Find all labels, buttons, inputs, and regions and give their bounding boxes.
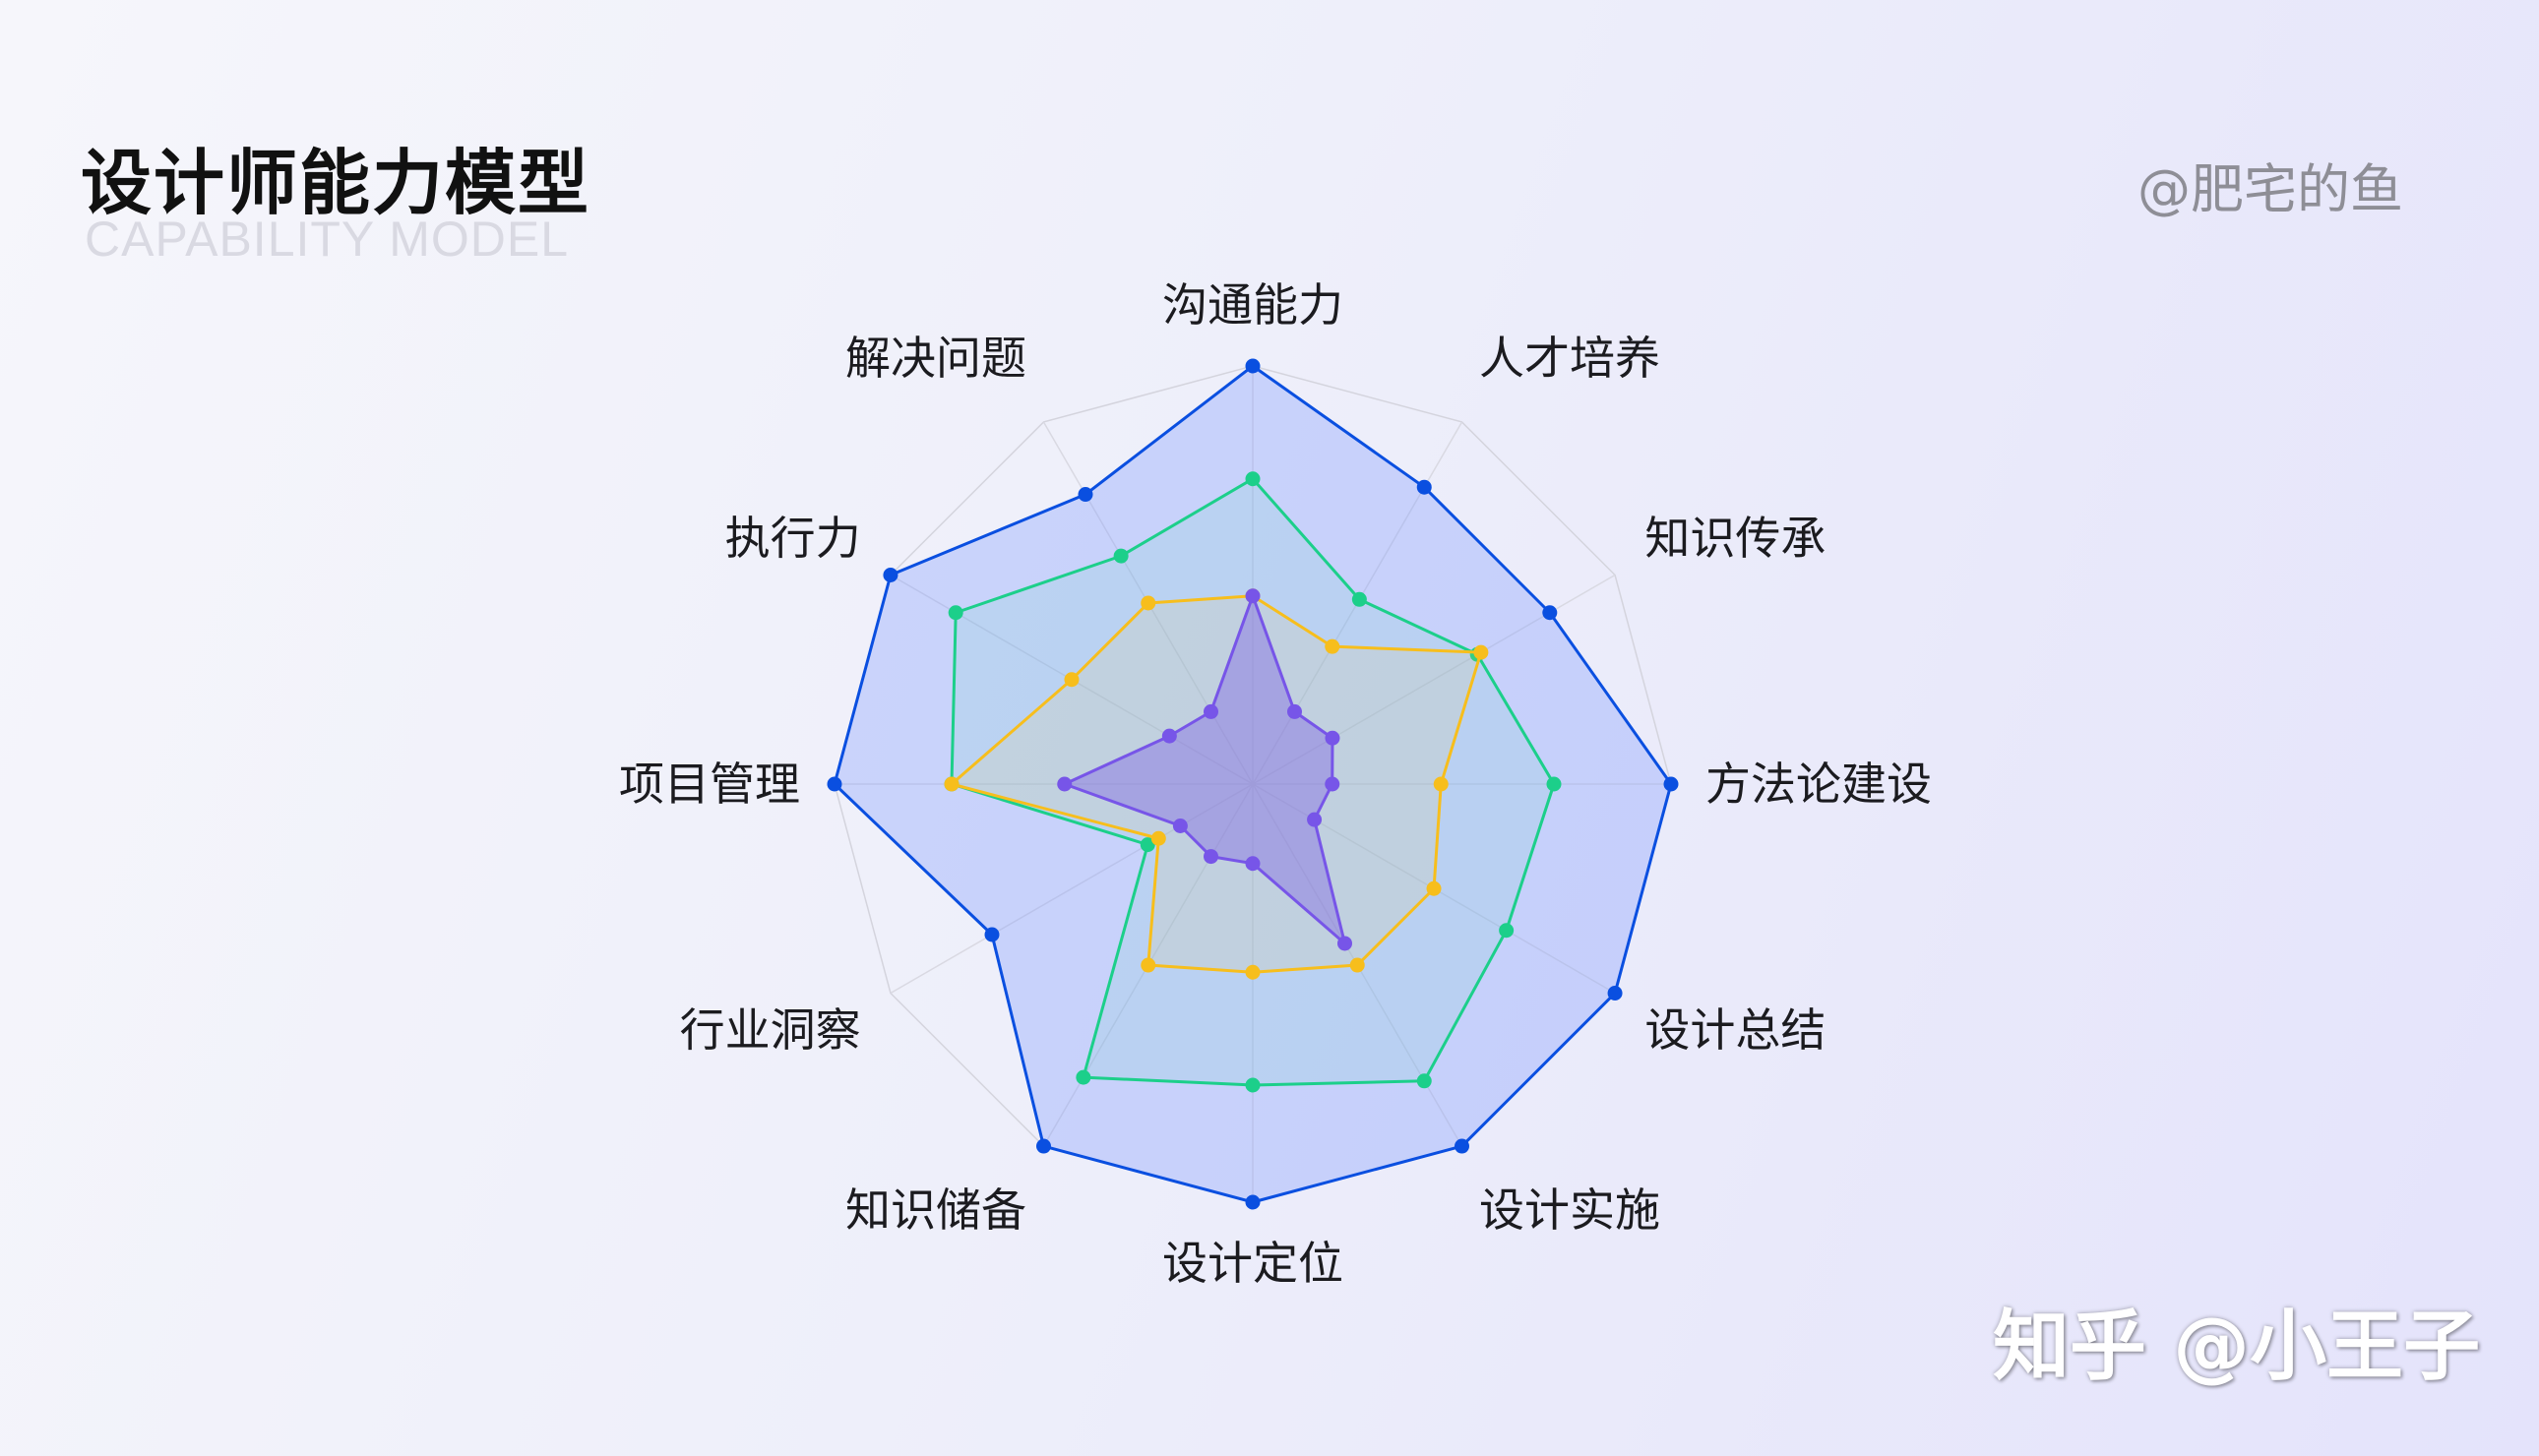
radar-data-point: [1325, 776, 1340, 792]
axis-label: 设计总结: [1644, 1003, 1826, 1057]
radar-data-point: [1325, 730, 1340, 746]
radar-data-point: [1204, 849, 1218, 865]
radar-data-point: [948, 605, 963, 621]
radar-data-point: [1161, 728, 1177, 744]
radar-data-point: [1245, 1194, 1261, 1210]
radar-series: [827, 358, 1679, 1210]
radar-data-point: [1455, 1138, 1469, 1154]
radar-data-point: [1140, 837, 1155, 853]
page-subtitle: CAPABILITY MODEL: [85, 212, 570, 267]
watermark-text: 知乎 @小王子: [1993, 1303, 2481, 1391]
radar-data-point: [1113, 548, 1129, 564]
radar-data-point: [1473, 644, 1489, 660]
author-handle: @肥宅的鱼: [2137, 158, 2403, 220]
radar-data-point: [1325, 638, 1340, 654]
radar-data-point: [1204, 703, 1218, 719]
axis-label: 方法论建设: [1705, 758, 1932, 811]
radar-data-point: [1150, 830, 1166, 846]
radar-data-point: [944, 776, 960, 792]
radar-data-point: [1542, 605, 1558, 621]
radar-data-point: [1064, 672, 1080, 688]
axis-label: 知识传承: [1644, 512, 1826, 565]
radar-data-point: [1245, 1077, 1261, 1093]
radar-data-point: [1287, 703, 1302, 719]
radar-data-point: [1663, 776, 1679, 792]
radar-data-point: [1337, 936, 1352, 951]
radar-data-point: [1078, 487, 1093, 503]
radar-data-point: [1351, 591, 1367, 607]
radar-data-point: [1426, 880, 1442, 896]
radar-data-point: [1245, 588, 1261, 604]
radar-data-point: [1546, 776, 1562, 792]
radar-data-point: [1036, 1138, 1051, 1154]
radar-data-point: [1057, 776, 1073, 792]
radar-data-point: [1245, 471, 1261, 487]
radar-data-point: [1416, 479, 1432, 495]
axis-label: 设计实施: [1479, 1183, 1660, 1237]
axis-label: 解决问题: [845, 332, 1026, 385]
page-title: 设计师能力模型: [81, 142, 591, 224]
radar-series-3: [944, 588, 1489, 980]
radar-data-point: [1141, 595, 1156, 611]
axis-label: 知识储备: [845, 1183, 1026, 1237]
radar-data-point: [1245, 964, 1261, 980]
radar-series-4: [1057, 588, 1352, 951]
radar-data-point: [1076, 1069, 1091, 1085]
radar-series-1: [827, 358, 1679, 1210]
axis-label: 人才培养: [1479, 332, 1660, 385]
radar-data-point: [883, 568, 898, 582]
radar-data-point: [827, 776, 842, 792]
radar-data-point: [984, 927, 1000, 942]
radar-data-point: [1245, 358, 1261, 374]
radar-spoke: [890, 783, 1254, 995]
axis-label: 沟通能力: [1162, 278, 1343, 332]
axis-label: 项目管理: [619, 758, 800, 811]
radar-data-point: [1433, 776, 1449, 792]
radar-data-point: [1141, 957, 1156, 973]
radar-data-point: [1499, 923, 1515, 939]
radar-data-point: [1416, 1073, 1432, 1089]
radar-data-point: [1172, 819, 1188, 833]
axis-label: 设计定位: [1162, 1237, 1343, 1290]
axis-label: 执行力: [725, 512, 861, 565]
radar-data-point: [1307, 812, 1323, 827]
radar-data-point: [1349, 957, 1365, 973]
radar-data-point: [1607, 986, 1623, 1001]
axis-label: 行业洞察: [680, 1003, 861, 1057]
radar-data-point: [1245, 856, 1261, 872]
